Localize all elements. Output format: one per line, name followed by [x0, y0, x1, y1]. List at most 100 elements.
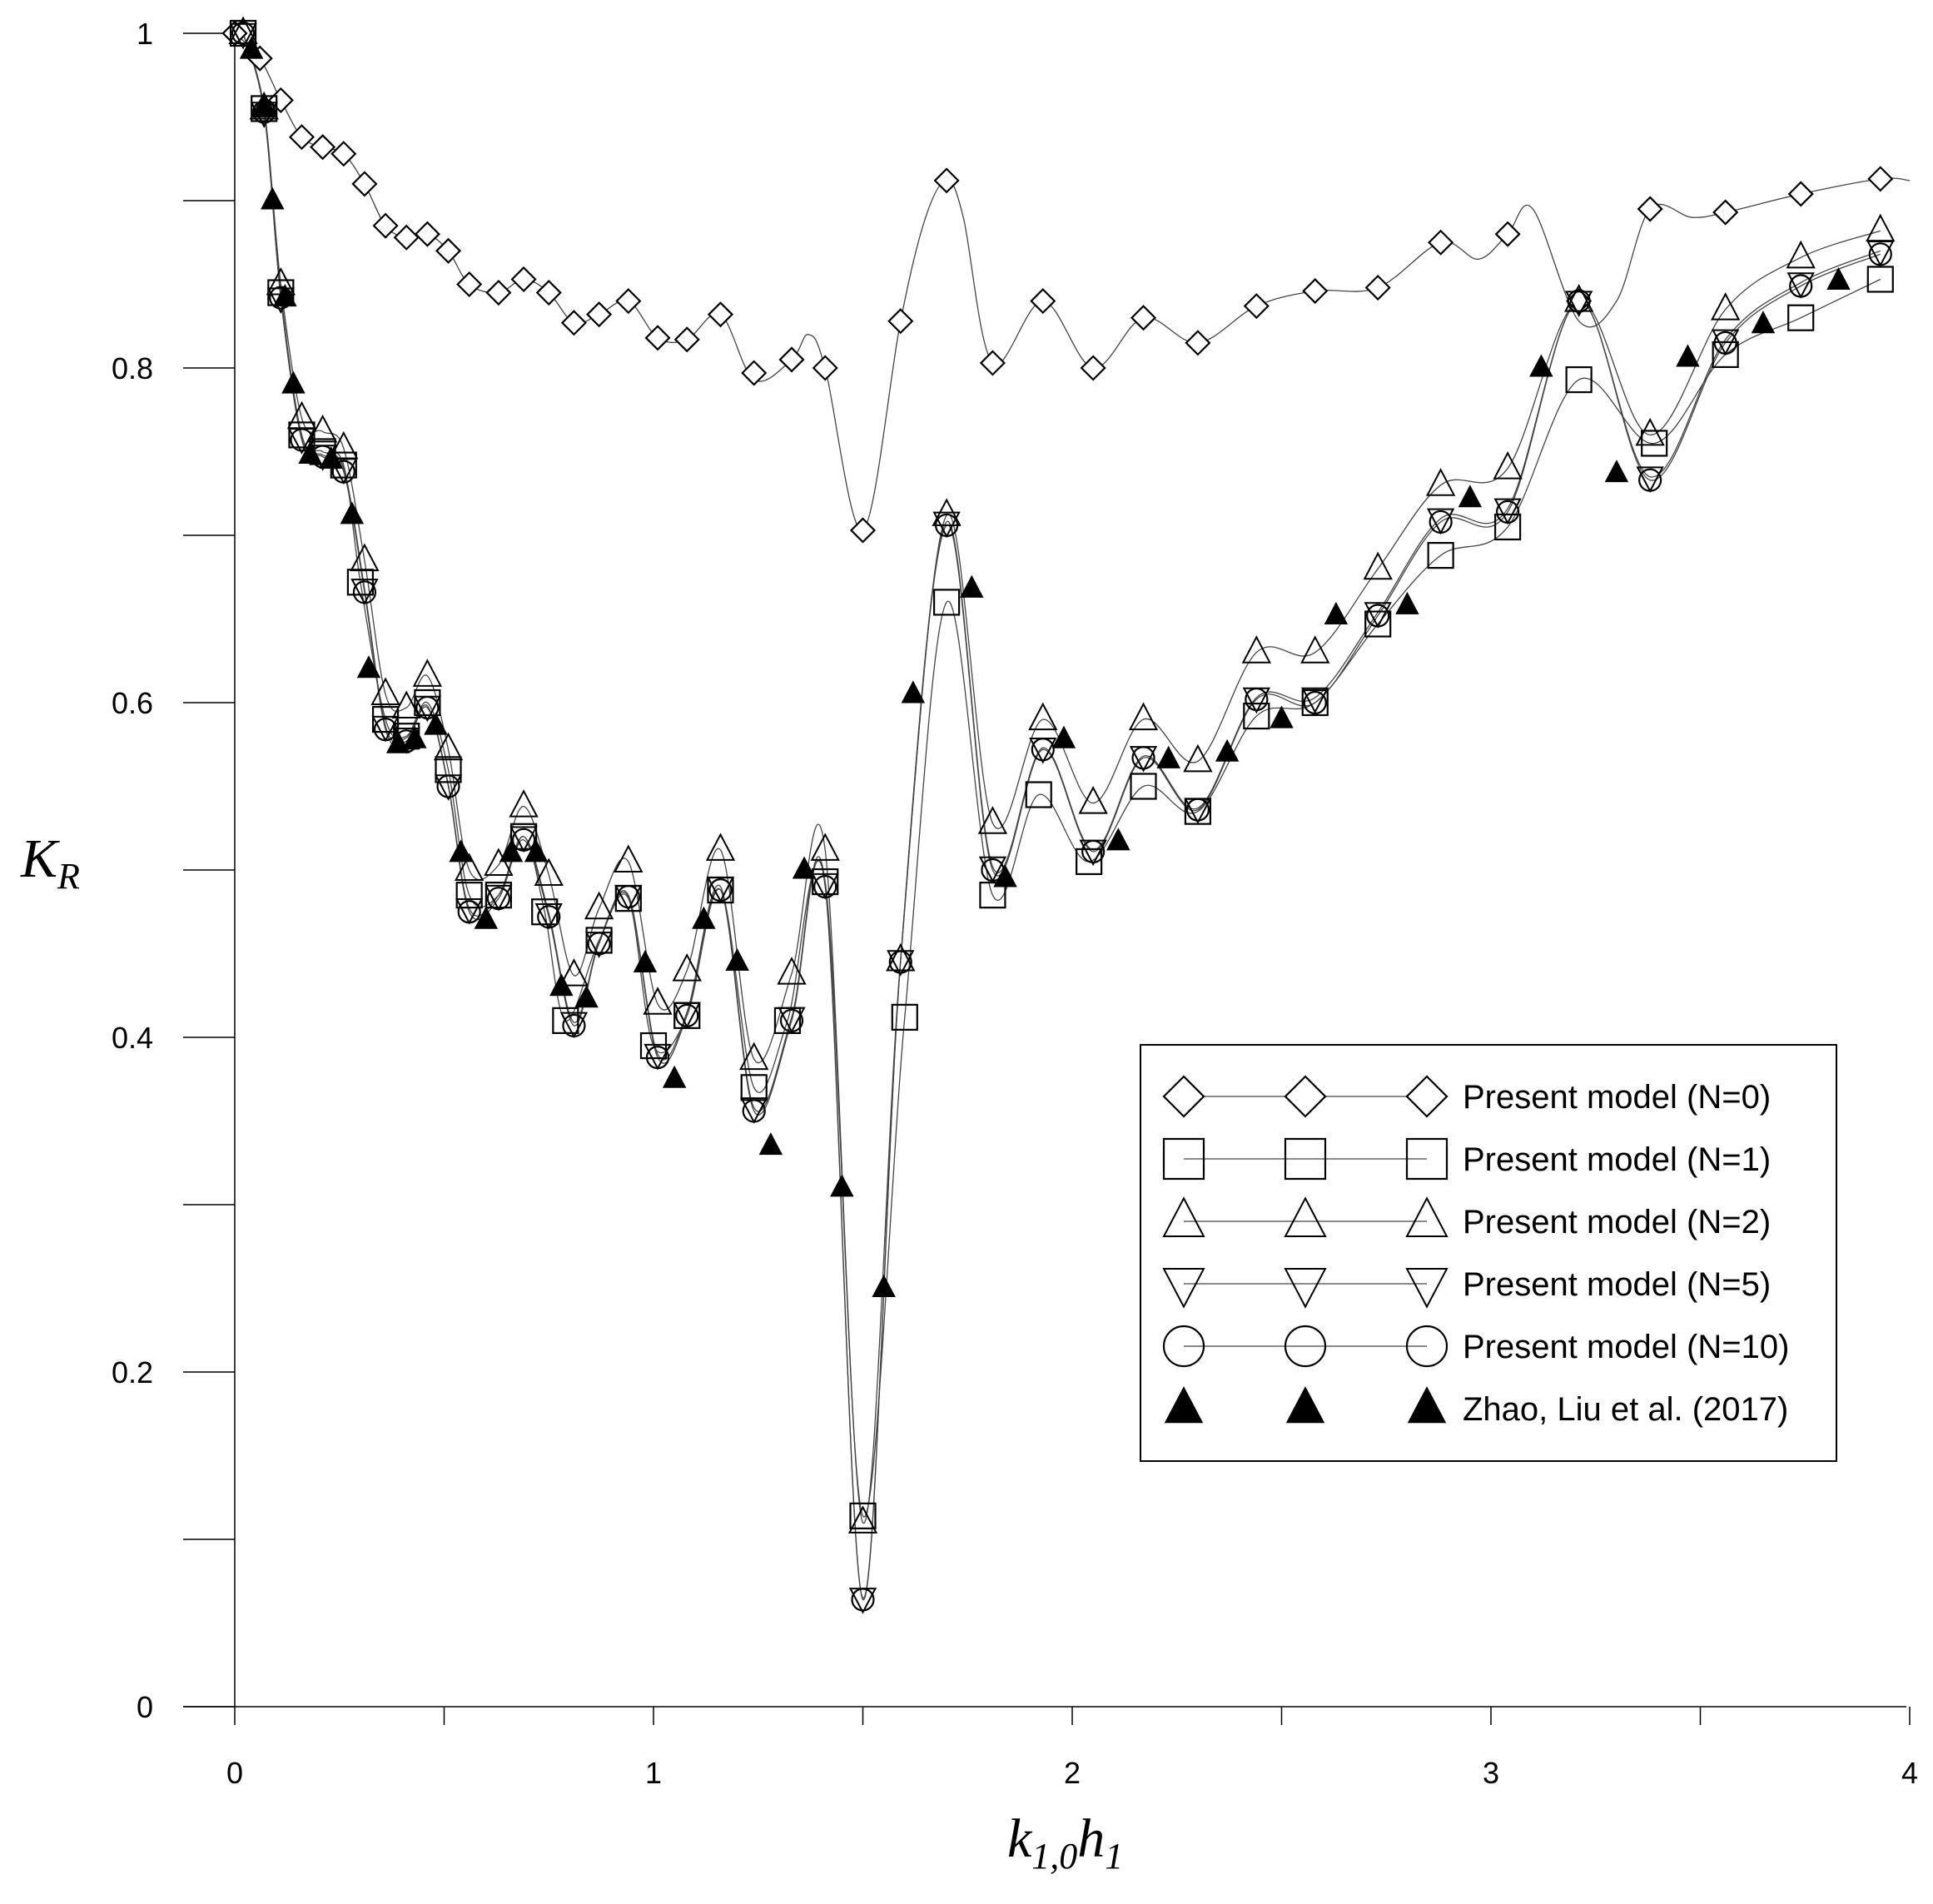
data-point: [351, 171, 378, 197]
data-point: [356, 655, 381, 679]
data-point: [586, 301, 613, 328]
data-point: [1641, 430, 1668, 457]
data-point: [435, 237, 462, 264]
legend-marker: [1405, 1268, 1449, 1309]
data-point: [307, 414, 338, 443]
markers: [221, 16, 1896, 1614]
legend-label: Present model (N=5): [1463, 1266, 1771, 1303]
data-point: [261, 186, 285, 210]
data-point: [1270, 705, 1294, 728]
data-point: [1712, 329, 1740, 356]
data-point: [584, 891, 614, 920]
data-point: [1025, 781, 1052, 808]
data-point: [1241, 635, 1271, 664]
data-point: [1363, 551, 1393, 580]
data-point: [1493, 451, 1523, 480]
data-point: [645, 1046, 670, 1070]
data-point: [1364, 274, 1391, 301]
data-point: [298, 440, 322, 465]
y-axis-title-sub: R: [57, 856, 80, 897]
data-point: [1786, 240, 1816, 269]
data-point: [1425, 468, 1456, 496]
legend-marker: [1405, 1325, 1449, 1368]
data-point: [449, 839, 473, 863]
legend-row: Present model (N=10): [1162, 1325, 1789, 1368]
legend-marker: [1164, 1386, 1204, 1424]
x-axis-title: k1,0h1: [1007, 1808, 1123, 1877]
data-point: [1638, 468, 1662, 492]
legend-row: Present model (N=5): [1162, 1266, 1771, 1309]
data-point: [587, 932, 611, 956]
legend-marker: [1407, 1386, 1447, 1424]
data-point: [1080, 355, 1106, 381]
data-point: [281, 370, 306, 394]
data-point: [249, 91, 279, 120]
data-point: [978, 856, 1007, 883]
data-point: [933, 167, 960, 194]
data-point: [435, 756, 462, 783]
data-point: [231, 21, 256, 46]
data-point: [643, 987, 673, 1015]
data-point: [1185, 330, 1211, 356]
data-point: [1156, 745, 1180, 768]
legend-label: Present model (N=1): [1463, 1141, 1771, 1178]
data-point: [778, 1007, 806, 1034]
data-point: [319, 445, 343, 470]
y-tick-label: 0.4: [112, 1021, 153, 1055]
data-point: [484, 848, 514, 876]
data-point: [1395, 591, 1419, 614]
data-point: [1711, 292, 1741, 321]
data-point: [372, 212, 399, 239]
data-point: [888, 950, 912, 974]
data-point: [812, 867, 839, 896]
data-point: [705, 833, 736, 861]
data-point: [229, 19, 257, 47]
data-point: [534, 903, 563, 930]
data-point: [290, 428, 314, 452]
x-axis-title-sub1: 1,0: [1031, 1836, 1077, 1877]
data-point: [288, 421, 316, 449]
data-point: [457, 900, 481, 924]
data-point: [692, 906, 716, 929]
y-tick-label: 0.8: [112, 351, 153, 385]
x-tick-label: 1: [645, 1756, 662, 1790]
data-point: [891, 1003, 918, 1031]
data-point: [673, 1002, 701, 1029]
data-point: [1215, 738, 1240, 762]
legend-label: Present model (N=2): [1463, 1204, 1771, 1240]
legend-box: [1140, 1044, 1837, 1462]
data-point: [1303, 690, 1327, 715]
data-point: [331, 460, 355, 484]
data-point: [288, 124, 316, 151]
data-point: [1301, 689, 1329, 717]
legend-marker: [1405, 1137, 1449, 1181]
data-point: [777, 957, 807, 985]
data-point: [251, 94, 276, 117]
y-tick-label: 0.2: [112, 1355, 153, 1389]
data-point: [673, 326, 700, 353]
data-point: [273, 284, 297, 307]
data-point: [484, 884, 513, 912]
data-point: [1078, 786, 1108, 814]
data-point: [672, 953, 702, 982]
data-point: [1366, 604, 1390, 628]
data-point: [741, 360, 768, 386]
data-point: [993, 864, 1017, 887]
data-point: [485, 279, 512, 306]
legend: Present model (N=0) Present model (N=1) Pr…: [1140, 1044, 1837, 1462]
data-point: [849, 1502, 877, 1529]
data-point: [1493, 498, 1522, 525]
data-point: [740, 1097, 768, 1124]
data-point: [414, 689, 441, 717]
data-point: [742, 1099, 766, 1123]
data-point: [340, 501, 365, 524]
legend-row: Zhao, Liu et al. (2017): [1164, 1386, 1788, 1428]
data-point: [1128, 702, 1159, 731]
data-point: [537, 905, 561, 929]
data-point: [810, 833, 840, 861]
data-point: [1564, 291, 1593, 317]
legend-rows: Present model (N=0) Present model (N=1) Pr…: [1162, 1075, 1789, 1428]
data-point: [934, 513, 959, 538]
